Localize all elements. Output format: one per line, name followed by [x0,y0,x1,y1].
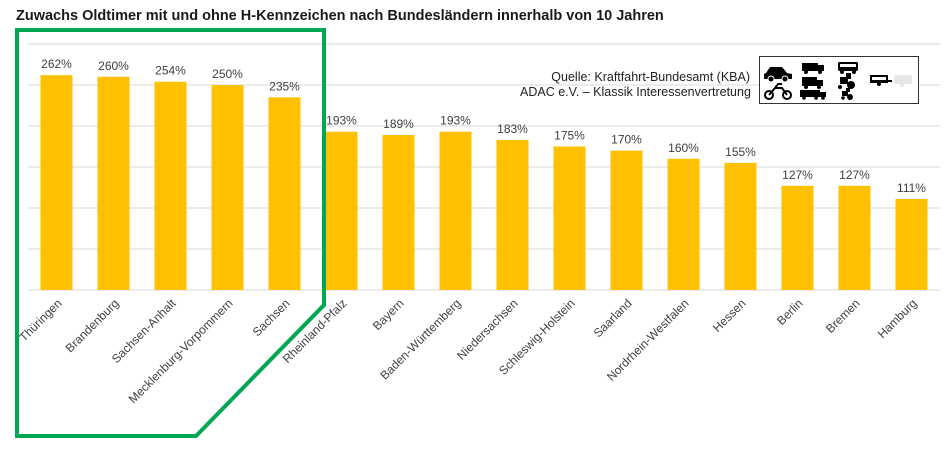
bar [325,131,358,290]
category-label: Bremen [823,296,863,336]
category-label: Mecklenburg-Vorpommern [126,296,236,406]
bar [781,185,814,290]
data-label: 127% [839,168,870,182]
bar [553,146,586,290]
data-label: 235% [269,79,300,93]
bar [97,76,130,290]
category-label: Hessen [710,296,749,335]
motorcycle-icon [764,83,792,100]
data-label: 189% [383,117,414,131]
data-label: 127% [782,168,813,182]
bar [496,139,529,290]
category-labels: ThüringenBrandenburgSachsen-AnhaltMeckle… [17,296,920,406]
data-label: 111% [897,181,926,195]
category-label: Hamburg [875,296,920,341]
category-label: Berlin [774,296,806,328]
value-labels: 262% 260% 254% 250% 235% 193% 189% 193% 183% 175%… [41,57,926,195]
chart-title: Zuwachs Oldtimer mit und ohne H-Kennzeic… [16,8,664,24]
bus-icon [838,62,858,74]
caravan-icon [894,75,912,87]
bar [40,75,73,290]
tractor-small-icon [841,88,853,100]
data-label: 262% [41,57,72,71]
source-line-2: ADAC e.V. – Klassik Interessenvertretung [520,85,751,99]
van-icon [802,63,824,74]
bar [895,198,928,290]
bar [382,135,415,290]
category-label: Saarland [591,296,635,340]
car-icon [764,67,792,83]
category-label: Bayern [370,296,407,333]
truck-icon [802,77,823,89]
articulated-truck-icon [800,90,826,100]
bar [211,85,244,290]
tractor-icon [838,73,855,89]
data-label: 183% [497,122,528,136]
bar [838,185,871,290]
data-label: 193% [440,114,471,128]
trailer-icon [870,75,892,86]
data-label: 193% [326,114,357,128]
highlight-frame [15,28,326,438]
source-note: Quelle: Kraftfahrt-Bundesamt (KBA) ADAC … [520,70,751,100]
bar [667,158,700,290]
category-label: Brandenburg [63,296,122,355]
data-label: 170% [611,133,642,147]
bar [724,162,757,290]
bars [40,75,928,290]
bar [610,150,643,290]
data-label: 155% [725,145,756,159]
data-label: 260% [98,59,129,73]
bar [268,97,301,290]
bar [154,81,187,290]
data-label: 250% [212,67,243,81]
category-label: Sachsen [250,296,293,339]
data-label: 175% [554,129,585,143]
data-label: 254% [155,64,186,78]
source-line-1: Quelle: Kraftfahrt-Bundesamt (KBA) [551,70,750,84]
vehicle-types-legend [759,56,919,104]
category-label: Thüringen [17,296,65,344]
data-label: 160% [668,141,699,155]
bar [439,131,472,290]
